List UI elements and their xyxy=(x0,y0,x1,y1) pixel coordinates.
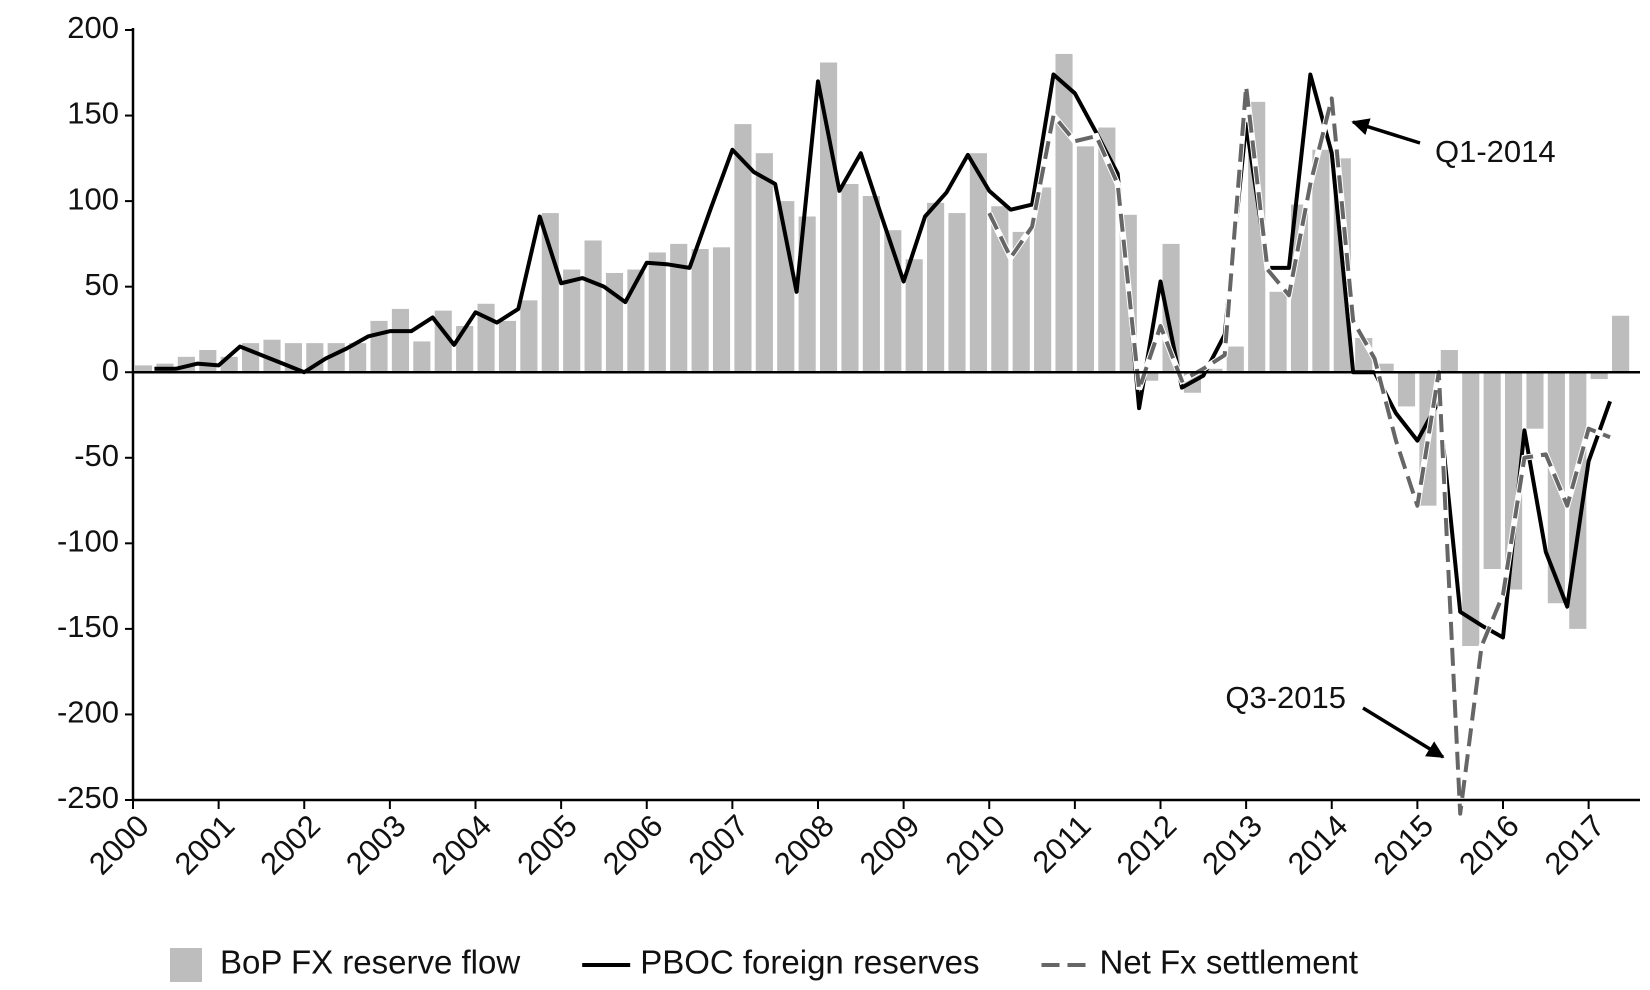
bar xyxy=(1098,127,1116,373)
bar xyxy=(948,213,966,373)
bar xyxy=(670,243,688,373)
bar xyxy=(349,343,367,373)
bar xyxy=(905,259,923,373)
bar xyxy=(541,213,559,373)
bar xyxy=(1205,368,1223,373)
x-tick-label: 2003 xyxy=(339,808,413,882)
annotation-arrow xyxy=(1351,118,1421,145)
bar xyxy=(1483,372,1501,569)
y-tick-label: -150 xyxy=(57,609,119,644)
bar xyxy=(1076,146,1094,373)
y-tick-label: 50 xyxy=(85,267,119,302)
x-tick-label: 2004 xyxy=(425,808,499,882)
y-tick-label: 150 xyxy=(67,96,119,131)
bar xyxy=(1462,372,1480,646)
bar xyxy=(712,247,731,373)
bar xyxy=(1547,372,1565,604)
bar xyxy=(413,341,431,373)
bar xyxy=(370,320,388,373)
x-tick-label: 2010 xyxy=(938,808,1012,882)
bar xyxy=(969,153,987,373)
bar xyxy=(520,300,538,373)
x-tick-label: 2016 xyxy=(1452,808,1526,882)
y-tick-label: -200 xyxy=(57,695,119,730)
bar xyxy=(1055,53,1073,373)
annotation: Q1-2014 xyxy=(1435,134,1556,169)
bar xyxy=(1590,372,1608,380)
bar xyxy=(777,201,795,373)
x-tick-label: 2015 xyxy=(1367,808,1441,882)
bar xyxy=(1440,349,1458,373)
bar xyxy=(263,339,281,373)
bar xyxy=(135,365,153,373)
bar xyxy=(1376,363,1394,373)
y-tick-label: 0 xyxy=(102,352,119,387)
x-tick-label: 2012 xyxy=(1110,808,1184,882)
bar xyxy=(1526,372,1544,429)
bar xyxy=(1226,346,1244,373)
bar xyxy=(648,252,666,373)
bar xyxy=(1290,204,1309,373)
bar xyxy=(755,153,773,373)
bar xyxy=(1034,187,1052,373)
x-tick-label: 2008 xyxy=(767,808,841,882)
bar xyxy=(627,269,645,373)
bar xyxy=(498,320,517,373)
x-tick-label: 2000 xyxy=(82,808,156,882)
y-tick-label: 200 xyxy=(67,10,119,45)
bar xyxy=(841,184,859,373)
legend-swatch xyxy=(170,948,202,982)
x-tick-label: 2017 xyxy=(1538,808,1612,882)
x-tick-label: 2009 xyxy=(853,808,927,882)
bar xyxy=(391,308,409,373)
bar xyxy=(199,349,217,373)
bar xyxy=(798,216,816,373)
bar xyxy=(927,202,945,373)
bar xyxy=(1141,372,1159,381)
x-tick-label: 2001 xyxy=(168,808,242,882)
bar xyxy=(691,249,709,373)
annotation: Q3-2015 xyxy=(1225,680,1346,715)
legend-label: Net Fx settlement xyxy=(1100,944,1359,981)
x-tick-label: 2005 xyxy=(510,808,584,882)
x-tick-label: 2006 xyxy=(596,808,670,882)
line xyxy=(987,84,1611,816)
y-tick-label: -100 xyxy=(57,524,119,559)
y-tick-label: -50 xyxy=(74,438,119,473)
bar xyxy=(456,326,474,373)
y-tick-label: -250 xyxy=(57,780,119,815)
x-tick-label: 2014 xyxy=(1281,808,1355,882)
bar xyxy=(734,124,752,373)
x-tick-label: 2002 xyxy=(253,808,327,882)
bar xyxy=(1397,372,1416,407)
bar xyxy=(1269,291,1287,373)
legend-label: PBOC foreign reserves xyxy=(640,944,979,981)
bar xyxy=(1012,231,1030,373)
bar xyxy=(1312,149,1330,373)
legend-label: BoP FX reserve flow xyxy=(220,944,520,981)
bar xyxy=(1612,315,1630,373)
x-tick-label: 2007 xyxy=(682,808,756,882)
y-tick-label: 100 xyxy=(67,181,119,216)
bar xyxy=(563,269,581,373)
x-tick-label: 2011 xyxy=(1026,808,1098,880)
bar xyxy=(820,62,838,373)
bar xyxy=(584,240,602,373)
bar xyxy=(862,195,880,373)
annotation-arrow xyxy=(1362,706,1445,759)
x-tick-label: 2013 xyxy=(1195,808,1269,882)
